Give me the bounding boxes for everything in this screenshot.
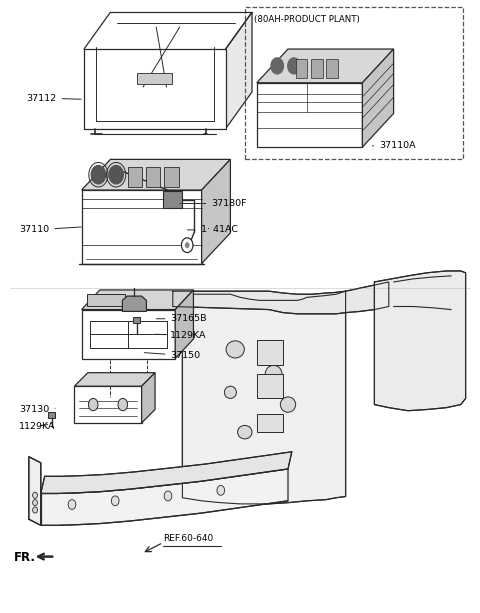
Circle shape bbox=[217, 485, 225, 495]
Bar bbox=[48, 412, 55, 418]
Bar bbox=[146, 167, 160, 187]
Text: FR.: FR. bbox=[13, 551, 36, 564]
Text: 37180F: 37180F bbox=[180, 199, 247, 208]
Circle shape bbox=[164, 491, 172, 501]
Text: 37110A: 37110A bbox=[372, 142, 416, 150]
Polygon shape bbox=[182, 291, 346, 504]
Text: (80AH-PRODUCT PLANT): (80AH-PRODUCT PLANT) bbox=[254, 15, 360, 24]
Circle shape bbox=[185, 242, 190, 248]
Polygon shape bbox=[226, 12, 252, 129]
Bar bbox=[128, 167, 142, 187]
Bar bbox=[296, 59, 307, 78]
Text: 1129KA: 1129KA bbox=[156, 332, 207, 340]
Polygon shape bbox=[74, 386, 142, 423]
Bar bbox=[164, 167, 179, 187]
Ellipse shape bbox=[226, 341, 244, 358]
Polygon shape bbox=[82, 159, 230, 190]
Bar bbox=[311, 59, 323, 78]
Ellipse shape bbox=[224, 386, 236, 398]
Polygon shape bbox=[41, 469, 288, 525]
Circle shape bbox=[271, 58, 283, 74]
Circle shape bbox=[181, 238, 193, 253]
Polygon shape bbox=[173, 282, 389, 314]
Ellipse shape bbox=[280, 397, 296, 412]
Circle shape bbox=[88, 398, 98, 411]
Polygon shape bbox=[362, 49, 394, 147]
Ellipse shape bbox=[238, 425, 252, 439]
Polygon shape bbox=[257, 83, 362, 147]
Bar bbox=[163, 191, 182, 208]
Bar bbox=[133, 317, 140, 323]
Text: 1· 41AC: 1· 41AC bbox=[188, 226, 238, 234]
Polygon shape bbox=[175, 290, 193, 359]
Bar bbox=[326, 59, 338, 78]
Bar bbox=[137, 74, 172, 83]
Polygon shape bbox=[29, 457, 41, 525]
Bar bbox=[245, 7, 463, 159]
Circle shape bbox=[109, 166, 123, 184]
Text: 37112: 37112 bbox=[26, 94, 81, 102]
Polygon shape bbox=[84, 49, 226, 129]
Circle shape bbox=[118, 398, 128, 411]
Bar bbox=[257, 374, 283, 398]
Text: 37110: 37110 bbox=[19, 226, 81, 234]
Polygon shape bbox=[82, 290, 193, 310]
Bar bbox=[257, 340, 283, 365]
Polygon shape bbox=[82, 310, 175, 359]
Text: 37165B: 37165B bbox=[156, 314, 207, 323]
Bar bbox=[87, 294, 124, 306]
Polygon shape bbox=[41, 452, 292, 493]
Circle shape bbox=[33, 500, 37, 506]
Polygon shape bbox=[142, 373, 155, 423]
Polygon shape bbox=[74, 373, 155, 386]
Circle shape bbox=[33, 492, 37, 498]
Circle shape bbox=[111, 496, 119, 506]
Circle shape bbox=[288, 58, 300, 74]
Ellipse shape bbox=[265, 365, 282, 383]
Polygon shape bbox=[374, 271, 466, 411]
Bar bbox=[257, 414, 283, 432]
Polygon shape bbox=[257, 49, 394, 83]
Circle shape bbox=[68, 500, 76, 509]
Circle shape bbox=[33, 507, 37, 513]
Text: 37130: 37130 bbox=[19, 405, 55, 414]
Text: 37150: 37150 bbox=[144, 351, 201, 360]
Polygon shape bbox=[122, 296, 146, 311]
Circle shape bbox=[91, 166, 106, 184]
Polygon shape bbox=[202, 159, 230, 264]
Text: 1129KA: 1129KA bbox=[19, 422, 56, 430]
Text: REF.60-640: REF.60-640 bbox=[163, 534, 214, 543]
Polygon shape bbox=[82, 190, 202, 264]
